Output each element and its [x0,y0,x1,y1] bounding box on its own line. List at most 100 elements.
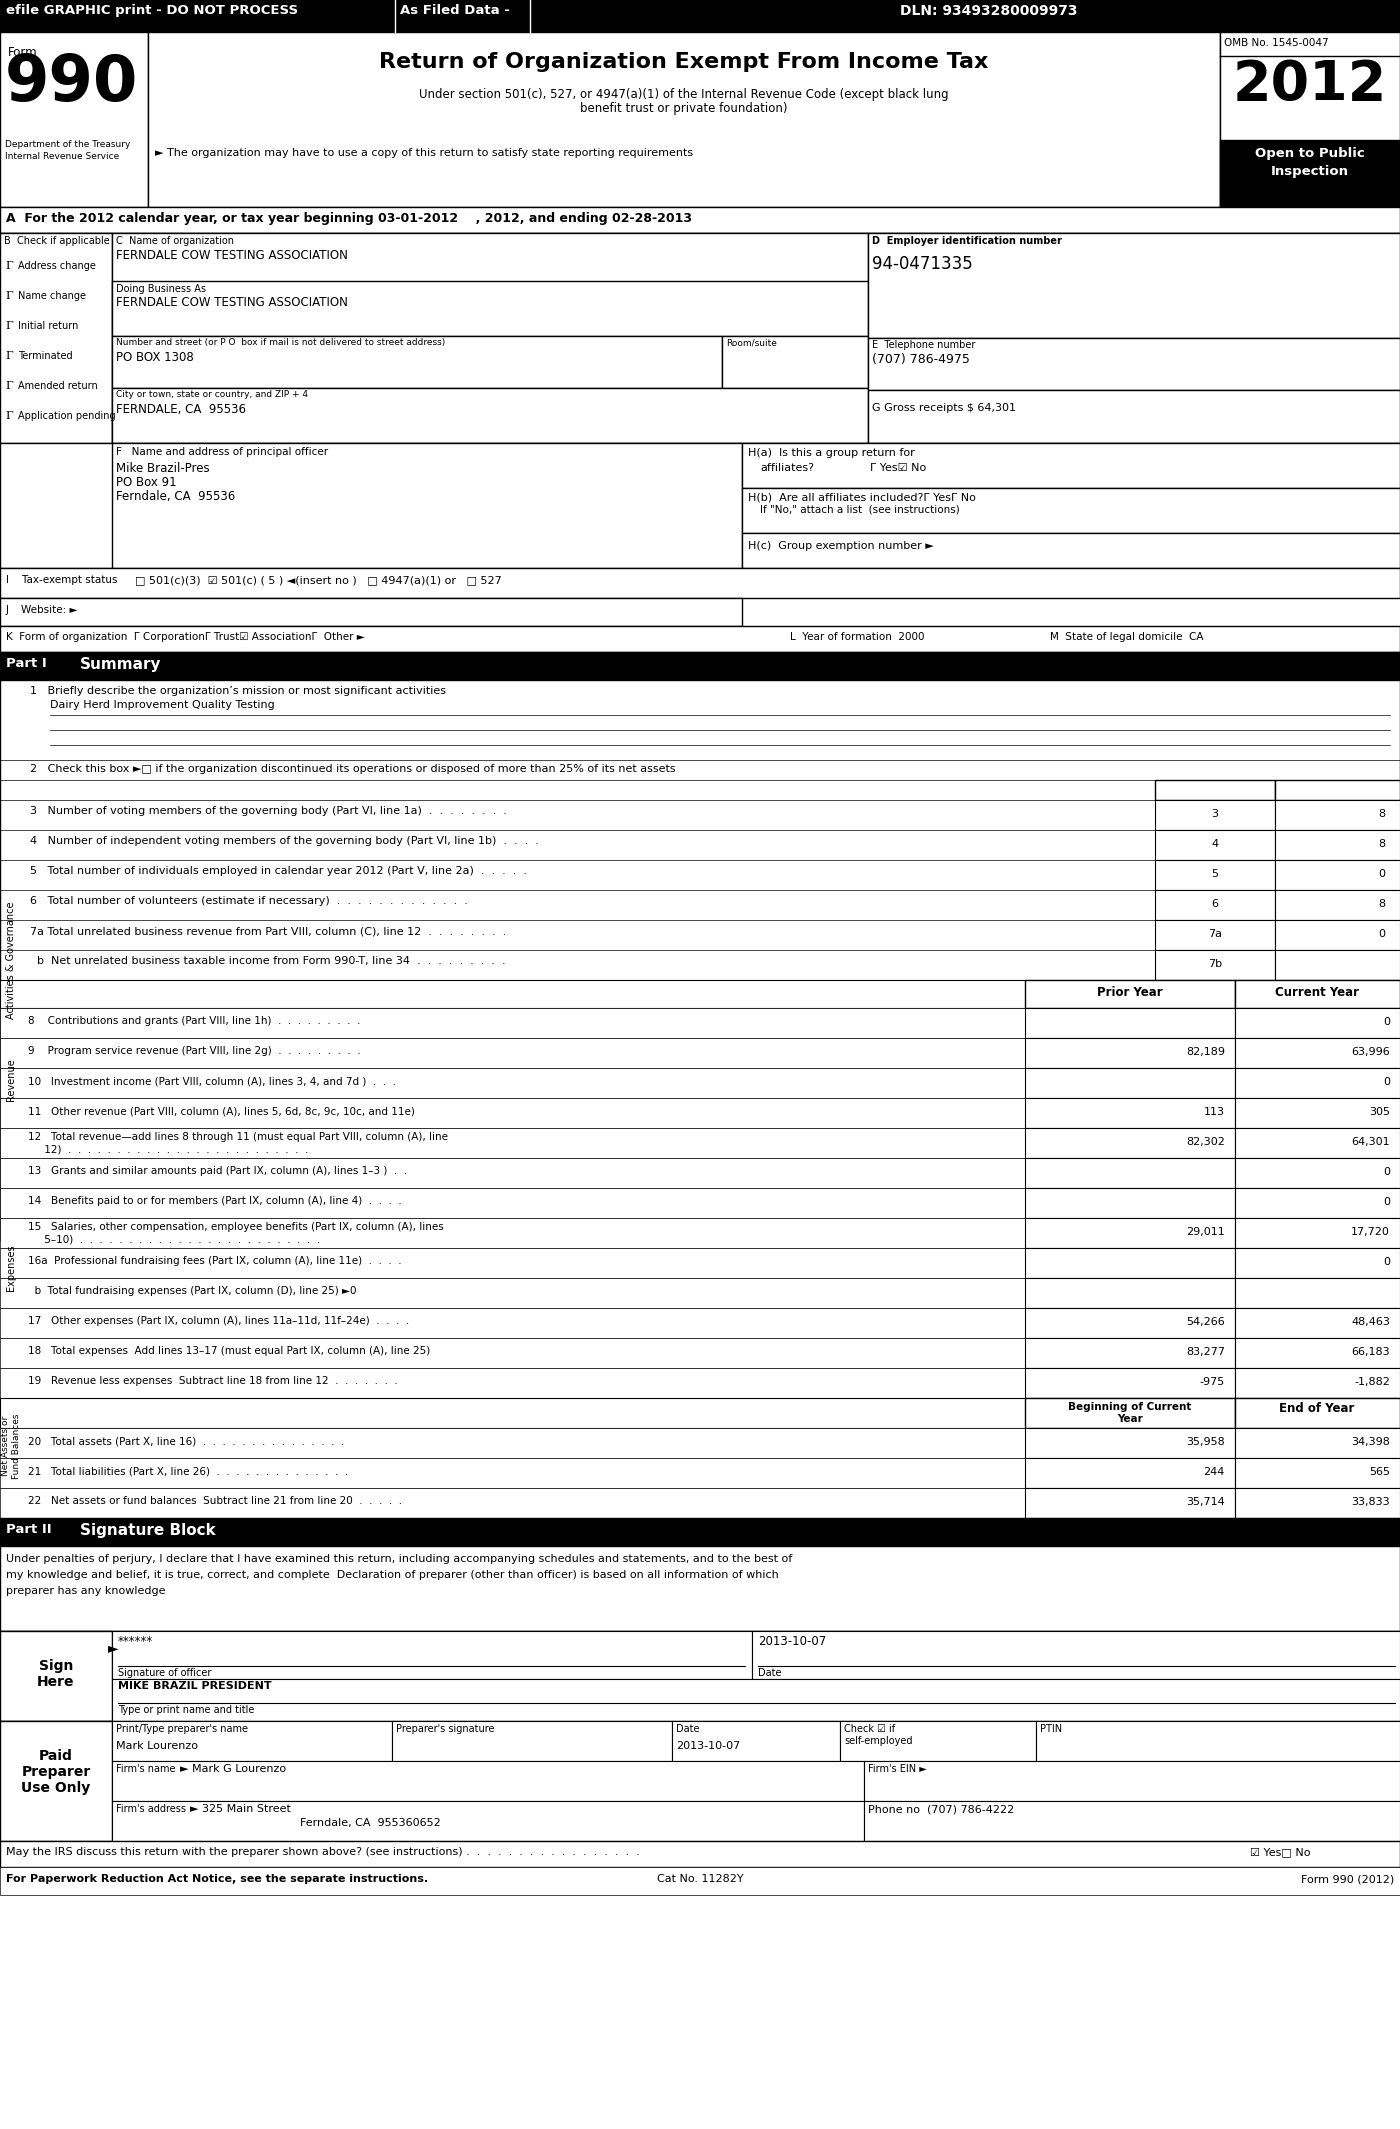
Text: 8: 8 [1378,809,1385,820]
Bar [0,1631,1400,1720]
Text: 22   Net assets or fund balances  Subtract line 21 from line 20  .  .  .  .  .: 22 Net assets or fund balances Subtract … [28,1497,402,1505]
Text: Phone no  (707) 786-4222: Phone no (707) 786-4222 [868,1803,1014,1814]
Text: Open to Public: Open to Public [1256,147,1365,160]
Bar [1025,1488,1235,1518]
Text: H(b)  Are all affiliates included?Γ YesΓ No: H(b) Are all affiliates included?Γ YesΓ … [748,492,976,502]
Text: Signature of officer: Signature of officer [118,1667,211,1678]
Bar [1235,979,1400,1007]
Text: Γ: Γ [6,321,13,330]
Bar [0,1337,1400,1369]
Text: 34,398: 34,398 [1351,1437,1390,1448]
Text: Date: Date [676,1724,700,1733]
Text: 0: 0 [1378,869,1385,879]
Bar [1235,1369,1400,1399]
Bar [112,232,868,443]
Text: Signature Block: Signature Block [80,1522,216,1537]
Bar [0,1720,112,1842]
Bar [1025,1277,1235,1307]
Text: 2013-10-07: 2013-10-07 [676,1742,741,1750]
Text: Revenue: Revenue [6,1058,15,1101]
Text: preparer has any knowledge: preparer has any knowledge [6,1586,165,1597]
Bar [0,626,1400,651]
Text: Beginning of Current
Year: Beginning of Current Year [1068,1403,1191,1424]
Text: End of Year: End of Year [1280,1403,1355,1416]
Bar [1025,1007,1235,1039]
Text: As Filed Data -: As Filed Data - [400,4,510,17]
Bar [868,339,1400,390]
Bar [1275,830,1400,860]
Bar [1219,141,1400,207]
Bar [1235,1099,1400,1128]
Text: 12   Total revenue—add lines 8 through 11 (must equal Part VIII, column (A), lin: 12 Total revenue—add lines 8 through 11 … [28,1133,448,1141]
Text: Preparer's signature: Preparer's signature [396,1724,494,1733]
Text: 29,011: 29,011 [1186,1226,1225,1237]
Text: 83,277: 83,277 [1186,1348,1225,1356]
Text: 4: 4 [1211,839,1218,849]
Text: Ferndale, CA  95536: Ferndale, CA 95536 [116,490,235,502]
Text: Dairy Herd Improvement Quality Testing: Dairy Herd Improvement Quality Testing [50,700,274,709]
Text: 54,266: 54,266 [1186,1318,1225,1326]
Bar [864,1761,1400,1801]
Text: Under section 501(c), 527, or 4947(a)(1) of the Internal Revenue Code (except bl: Under section 501(c), 527, or 4947(a)(1)… [419,87,949,100]
Text: Γ Yes☑ No: Γ Yes☑ No [869,462,927,473]
Text: K  Form of organization  Γ CorporationΓ Trust☑ AssociationΓ  Other ►: K Form of organization Γ CorporationΓ Tr… [6,632,365,643]
Text: 63,996: 63,996 [1351,1047,1390,1056]
Text: Form 990 (2012): Form 990 (2012) [1301,1874,1394,1884]
Text: Form: Form [8,47,38,60]
Bar [1235,1488,1400,1518]
Bar [112,1680,1400,1720]
Text: 990: 990 [6,51,139,115]
Text: 6: 6 [1211,898,1218,909]
Text: 17   Other expenses (Part IX, column (A), lines 11a–11d, 11f–24e)  .  .  .  .: 17 Other expenses (Part IX, column (A), … [28,1316,409,1326]
Bar [1025,1307,1235,1337]
Bar [1235,1188,1400,1218]
Text: 2013-10-07: 2013-10-07 [757,1635,826,1648]
Bar [0,207,1400,232]
Bar [1235,1458,1400,1488]
Text: Expenses: Expenses [6,1245,15,1292]
Text: Terminated: Terminated [18,351,73,362]
Text: E  Telephone number: E Telephone number [872,341,976,349]
Text: Room/suite: Room/suite [727,339,777,347]
Text: Type or print name and title: Type or print name and title [118,1705,255,1716]
Text: 33,833: 33,833 [1351,1497,1390,1507]
Bar [0,598,742,626]
Bar [0,32,148,207]
Text: 13   Grants and similar amounts paid (Part IX, column (A), lines 1–3 )  .  .: 13 Grants and similar amounts paid (Part… [28,1167,407,1175]
Text: Return of Organization Exempt From Income Tax: Return of Organization Exempt From Incom… [379,51,988,72]
Text: PO BOX 1308: PO BOX 1308 [116,351,193,364]
Text: 20   Total assets (Part X, line 16)  .  .  .  .  .  .  .  .  .  .  .  .  .  .  .: 20 Total assets (Part X, line 16) . . . … [28,1435,344,1446]
Text: 6   Total number of volunteers (estimate if necessary)  .  .  .  .  .  .  .  .  : 6 Total number of volunteers (estimate i… [29,896,468,907]
Text: Department of the Treasury: Department of the Treasury [6,141,130,149]
Text: Number and street (or P O  box if mail is not delivered to street address): Number and street (or P O box if mail is… [116,339,445,347]
Bar [1025,1039,1235,1069]
Bar [1235,1039,1400,1069]
Text: Activities & Governance: Activities & Governance [6,901,15,1020]
Bar [1025,1369,1235,1399]
Text: FERNDALE COW TESTING ASSOCIATION: FERNDALE COW TESTING ASSOCIATION [116,296,347,309]
Text: 0: 0 [1378,928,1385,939]
Bar [1235,1277,1400,1307]
Bar [0,1158,1400,1188]
Text: Γ: Γ [6,262,13,270]
Bar [868,390,1400,443]
Bar [112,336,722,387]
Text: 7a Total unrelated business revenue from Part VIII, column (C), line 12  .  .  .: 7a Total unrelated business revenue from… [29,926,507,937]
Text: Current Year: Current Year [1275,986,1359,999]
Bar [1155,890,1275,920]
Text: Firm's address: Firm's address [116,1803,186,1814]
Bar [0,1842,1400,1867]
Bar [0,1188,1400,1218]
Text: b  Total fundraising expenses (Part IX, column (D), line 25) ►0: b Total fundraising expenses (Part IX, c… [28,1286,357,1297]
Bar [0,1248,1400,1277]
Bar [1275,801,1400,830]
Text: 64,301: 64,301 [1351,1137,1390,1148]
Bar [1025,1188,1235,1218]
Bar [868,232,1400,339]
Text: 0: 0 [1383,1077,1390,1088]
Text: (707) 786-4975: (707) 786-4975 [872,353,970,366]
Text: FERNDALE COW TESTING ASSOCIATION: FERNDALE COW TESTING ASSOCIATION [116,249,347,262]
Text: Application pending: Application pending [18,411,116,422]
Text: Γ: Γ [6,381,13,392]
Text: Firm's name: Firm's name [116,1765,175,1773]
